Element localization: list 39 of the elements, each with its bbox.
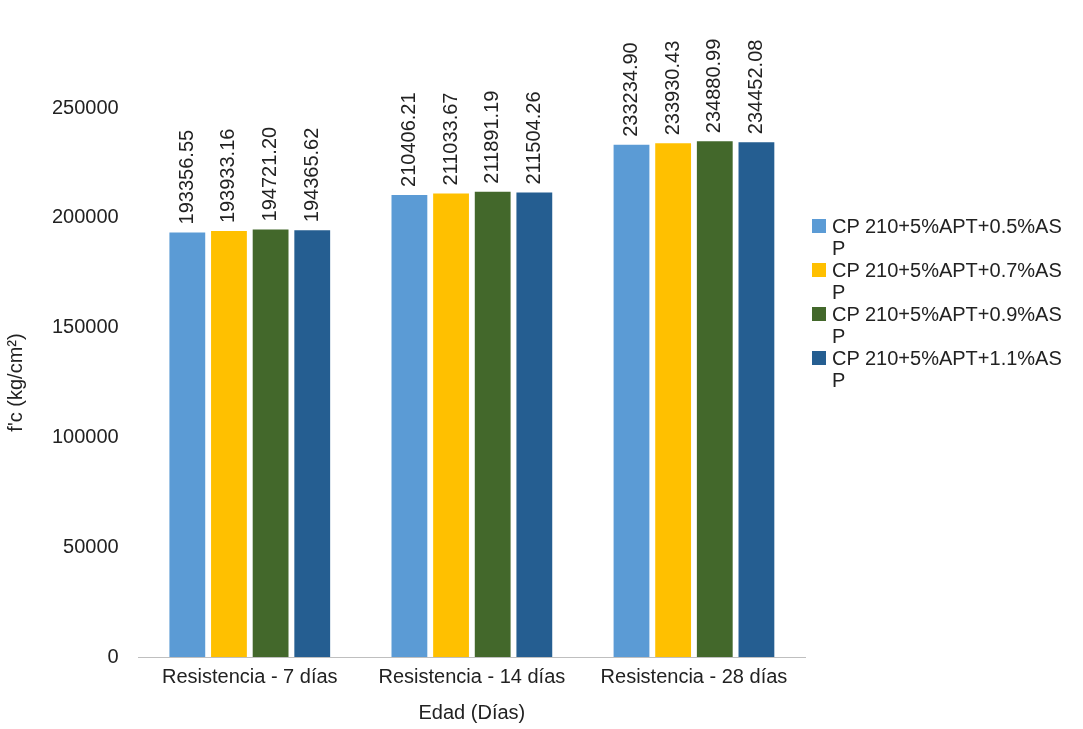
bar bbox=[252, 229, 289, 657]
legend-label: CP 210+5%APT+0.5%ASP bbox=[832, 215, 1062, 259]
x-tick-label: Resistencia - 14 días bbox=[378, 664, 566, 687]
legend-label: CP 210+5%APT+0.9%ASP bbox=[832, 303, 1062, 347]
text: 233930.43 bbox=[660, 40, 683, 136]
y-tick-label: 100000 bbox=[51, 424, 119, 447]
text: 211891.19 bbox=[480, 90, 503, 184]
y-tick-label: 0 bbox=[107, 644, 119, 667]
text: 234452.08 bbox=[743, 39, 766, 135]
y-tick-label: 250000 bbox=[51, 95, 119, 118]
y-tick-label: 50000 bbox=[63, 534, 119, 557]
text: 193933.16 bbox=[216, 128, 239, 224]
y-tick-label: 150000 bbox=[51, 315, 119, 338]
bar bbox=[433, 193, 469, 657]
text: 211033.67 bbox=[438, 92, 461, 186]
bar bbox=[655, 143, 692, 657]
bar bbox=[169, 232, 206, 657]
text: 194721.20 bbox=[258, 126, 281, 222]
legend-label: CP 210+5%APT+1.1%ASP bbox=[832, 347, 1062, 391]
legend-label: CP 210+5%APT+0.7%ASP bbox=[832, 259, 1062, 303]
bar bbox=[738, 142, 775, 657]
text: 210406.21 bbox=[396, 92, 419, 187]
text: 193356.55 bbox=[174, 129, 197, 225]
bar bbox=[391, 194, 428, 657]
x-tick-label: Resistencia - 28 días bbox=[600, 664, 788, 687]
y-tick-label: 200000 bbox=[51, 205, 119, 228]
x-tick-label: Resistencia - 7 días bbox=[161, 664, 338, 687]
text: 194365.62 bbox=[299, 127, 322, 223]
text: 234880.99 bbox=[702, 38, 725, 134]
bar bbox=[211, 231, 247, 657]
bar bbox=[294, 230, 331, 657]
text: 211504.26 bbox=[521, 91, 544, 185]
bar bbox=[474, 191, 511, 657]
y-axis-title: f'c (kg/cm²) bbox=[3, 333, 26, 432]
bar bbox=[696, 141, 733, 657]
bar bbox=[516, 192, 553, 657]
bar bbox=[613, 144, 650, 657]
text: 233234.90 bbox=[619, 42, 642, 137]
x-axis-title: Edad (Días) bbox=[418, 700, 526, 723]
